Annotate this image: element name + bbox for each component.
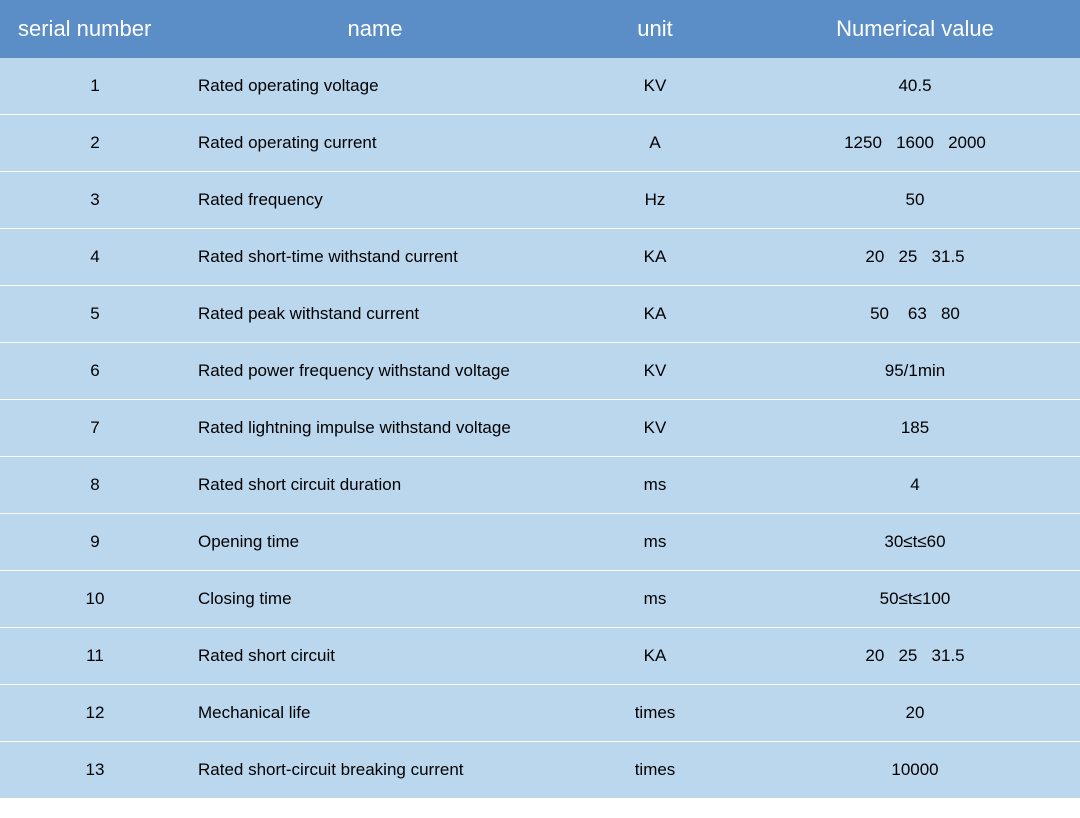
- table-row: 13Rated short-circuit breaking currentti…: [0, 742, 1080, 799]
- cell-value: 20 25 31.5: [750, 229, 1080, 286]
- cell-serial: 6: [0, 343, 190, 400]
- col-header-value: Numerical value: [750, 0, 1080, 58]
- table-row: 2Rated operating currentA1250 1600 2000: [0, 115, 1080, 172]
- cell-name: Rated short-circuit breaking current: [190, 742, 560, 799]
- cell-serial: 3: [0, 172, 190, 229]
- cell-unit: KA: [560, 229, 750, 286]
- spec-table-container: serial number name unit Numerical value …: [0, 0, 1080, 799]
- cell-name: Opening time: [190, 514, 560, 571]
- table-row: 6Rated power frequency withstand voltage…: [0, 343, 1080, 400]
- cell-unit: KV: [560, 400, 750, 457]
- table-row: 1Rated operating voltageKV40.5: [0, 58, 1080, 115]
- cell-unit: KA: [560, 628, 750, 685]
- cell-value: 30≤t≤60: [750, 514, 1080, 571]
- cell-serial: 13: [0, 742, 190, 799]
- table-row: 12Mechanical lifetimes20: [0, 685, 1080, 742]
- table-row: 11Rated short circuitKA20 25 31.5: [0, 628, 1080, 685]
- cell-name: Mechanical life: [190, 685, 560, 742]
- table-row: 3Rated frequencyHz50: [0, 172, 1080, 229]
- cell-serial: 7: [0, 400, 190, 457]
- cell-serial: 4: [0, 229, 190, 286]
- cell-value: 20: [750, 685, 1080, 742]
- cell-serial: 8: [0, 457, 190, 514]
- cell-serial: 12: [0, 685, 190, 742]
- cell-unit: A: [560, 115, 750, 172]
- cell-value: 50: [750, 172, 1080, 229]
- cell-unit: times: [560, 685, 750, 742]
- cell-unit: ms: [560, 571, 750, 628]
- cell-value: 50≤t≤100: [750, 571, 1080, 628]
- spec-table-body: 1Rated operating voltageKV40.52Rated ope…: [0, 58, 1080, 799]
- cell-unit: times: [560, 742, 750, 799]
- col-header-name: name: [190, 0, 560, 58]
- cell-name: Rated short-time withstand current: [190, 229, 560, 286]
- cell-value: 20 25 31.5: [750, 628, 1080, 685]
- cell-serial: 10: [0, 571, 190, 628]
- cell-name: Rated peak withstand current: [190, 286, 560, 343]
- cell-name: Rated short circuit: [190, 628, 560, 685]
- table-row: 7Rated lightning impulse withstand volta…: [0, 400, 1080, 457]
- cell-name: Closing time: [190, 571, 560, 628]
- cell-name: Rated lightning impulse withstand voltag…: [190, 400, 560, 457]
- cell-serial: 2: [0, 115, 190, 172]
- table-row: 5Rated peak withstand currentKA50 63 80: [0, 286, 1080, 343]
- cell-unit: KV: [560, 343, 750, 400]
- cell-value: 185: [750, 400, 1080, 457]
- cell-value: 10000: [750, 742, 1080, 799]
- cell-value: 40.5: [750, 58, 1080, 115]
- col-header-serial: serial number: [0, 0, 190, 58]
- cell-unit: KV: [560, 58, 750, 115]
- cell-name: Rated operating voltage: [190, 58, 560, 115]
- cell-name: Rated frequency: [190, 172, 560, 229]
- cell-value: 95/1min: [750, 343, 1080, 400]
- cell-unit: ms: [560, 457, 750, 514]
- table-row: 4Rated short-time withstand currentKA20 …: [0, 229, 1080, 286]
- cell-unit: KA: [560, 286, 750, 343]
- cell-unit: ms: [560, 514, 750, 571]
- table-row: 10Closing timems50≤t≤100: [0, 571, 1080, 628]
- cell-serial: 5: [0, 286, 190, 343]
- cell-value: 50 63 80: [750, 286, 1080, 343]
- cell-serial: 9: [0, 514, 190, 571]
- cell-serial: 1: [0, 58, 190, 115]
- col-header-unit: unit: [560, 0, 750, 58]
- cell-unit: Hz: [560, 172, 750, 229]
- cell-value: 4: [750, 457, 1080, 514]
- cell-serial: 11: [0, 628, 190, 685]
- cell-name: Rated operating current: [190, 115, 560, 172]
- cell-value: 1250 1600 2000: [750, 115, 1080, 172]
- spec-table: serial number name unit Numerical value …: [0, 0, 1080, 799]
- table-header-row: serial number name unit Numerical value: [0, 0, 1080, 58]
- cell-name: Rated short circuit duration: [190, 457, 560, 514]
- table-row: 9Opening timems30≤t≤60: [0, 514, 1080, 571]
- cell-name: Rated power frequency withstand voltage: [190, 343, 560, 400]
- table-row: 8Rated short circuit durationms4: [0, 457, 1080, 514]
